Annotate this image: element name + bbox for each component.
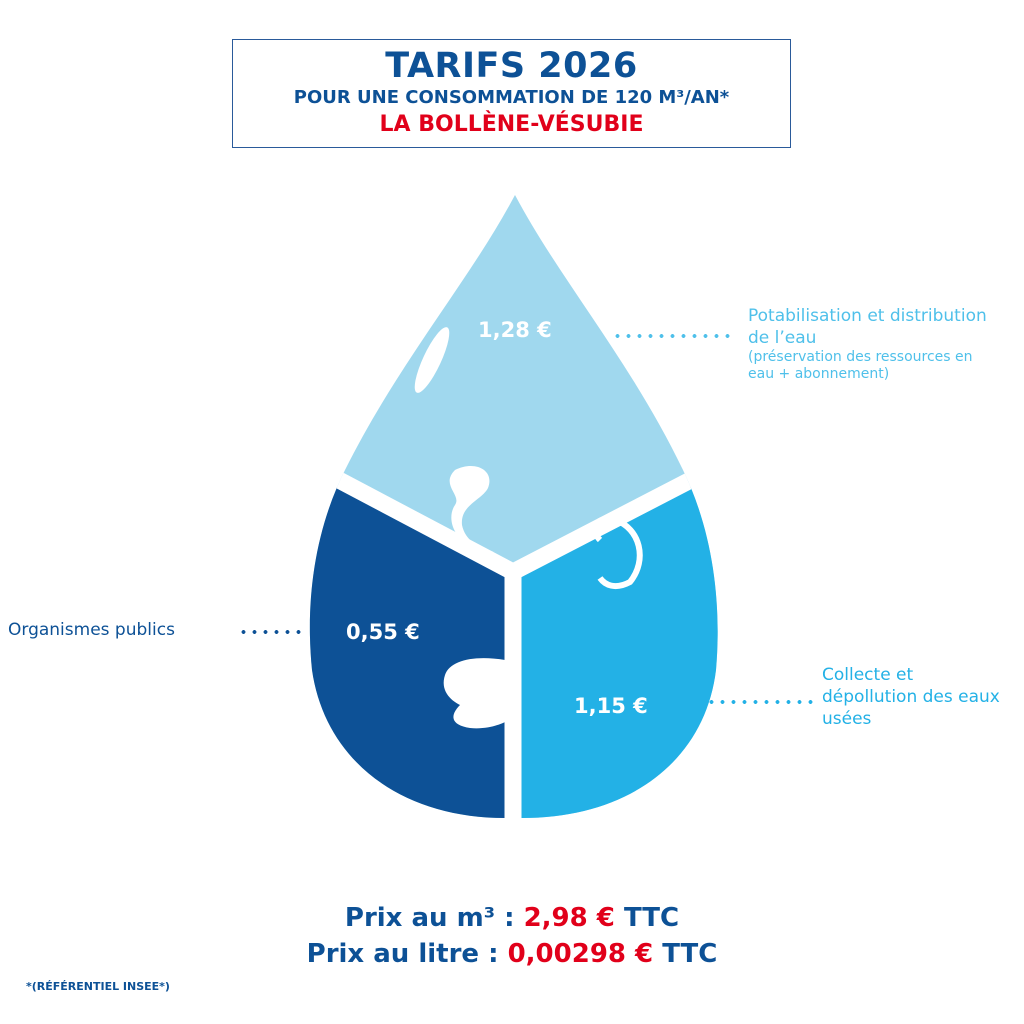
page-title: TARIFS 2026: [385, 46, 638, 86]
value-potabilisation: 1,28 €: [478, 318, 552, 342]
label-potabilisation: Potabilisation et distribution de l’eau …: [748, 306, 987, 382]
leader-dots: [238, 630, 304, 634]
value-collecte: 1,15 €: [574, 694, 648, 718]
puzzle-cut: [443, 658, 505, 729]
page-subtitle: POUR UNE CONSOMMATION DE 120 M³/AN*: [293, 87, 730, 108]
price-per-m3: Prix au m³ : 2,98 € TTC: [344, 903, 680, 933]
value-organismes: 0,55 €: [346, 620, 420, 644]
footnote: *(RÉFÉRENTIEL INSEE*): [26, 980, 170, 993]
leader-dots: [612, 334, 732, 338]
puzzle-outline: [592, 516, 643, 590]
puzzle-cut: [449, 466, 495, 552]
label-note: (préservation des ressources en eau + ab…: [748, 349, 973, 382]
drop-highlight: [414, 327, 450, 393]
puzzle-knob: [595, 518, 642, 590]
leader-dots: [706, 700, 816, 704]
label-collecte: Collecte et dépollution des eaux usées: [822, 665, 1000, 729]
commune-name: LA BOLLÈNE-VÉSUBIE: [379, 112, 644, 137]
title-box: TARIFS 2026 POUR UNE CONSOMMATION DE 120…: [232, 39, 791, 148]
price-per-litre: Prix au litre : 0,00298 € TTC: [306, 939, 718, 969]
label-organismes: Organismes publics: [8, 620, 175, 640]
